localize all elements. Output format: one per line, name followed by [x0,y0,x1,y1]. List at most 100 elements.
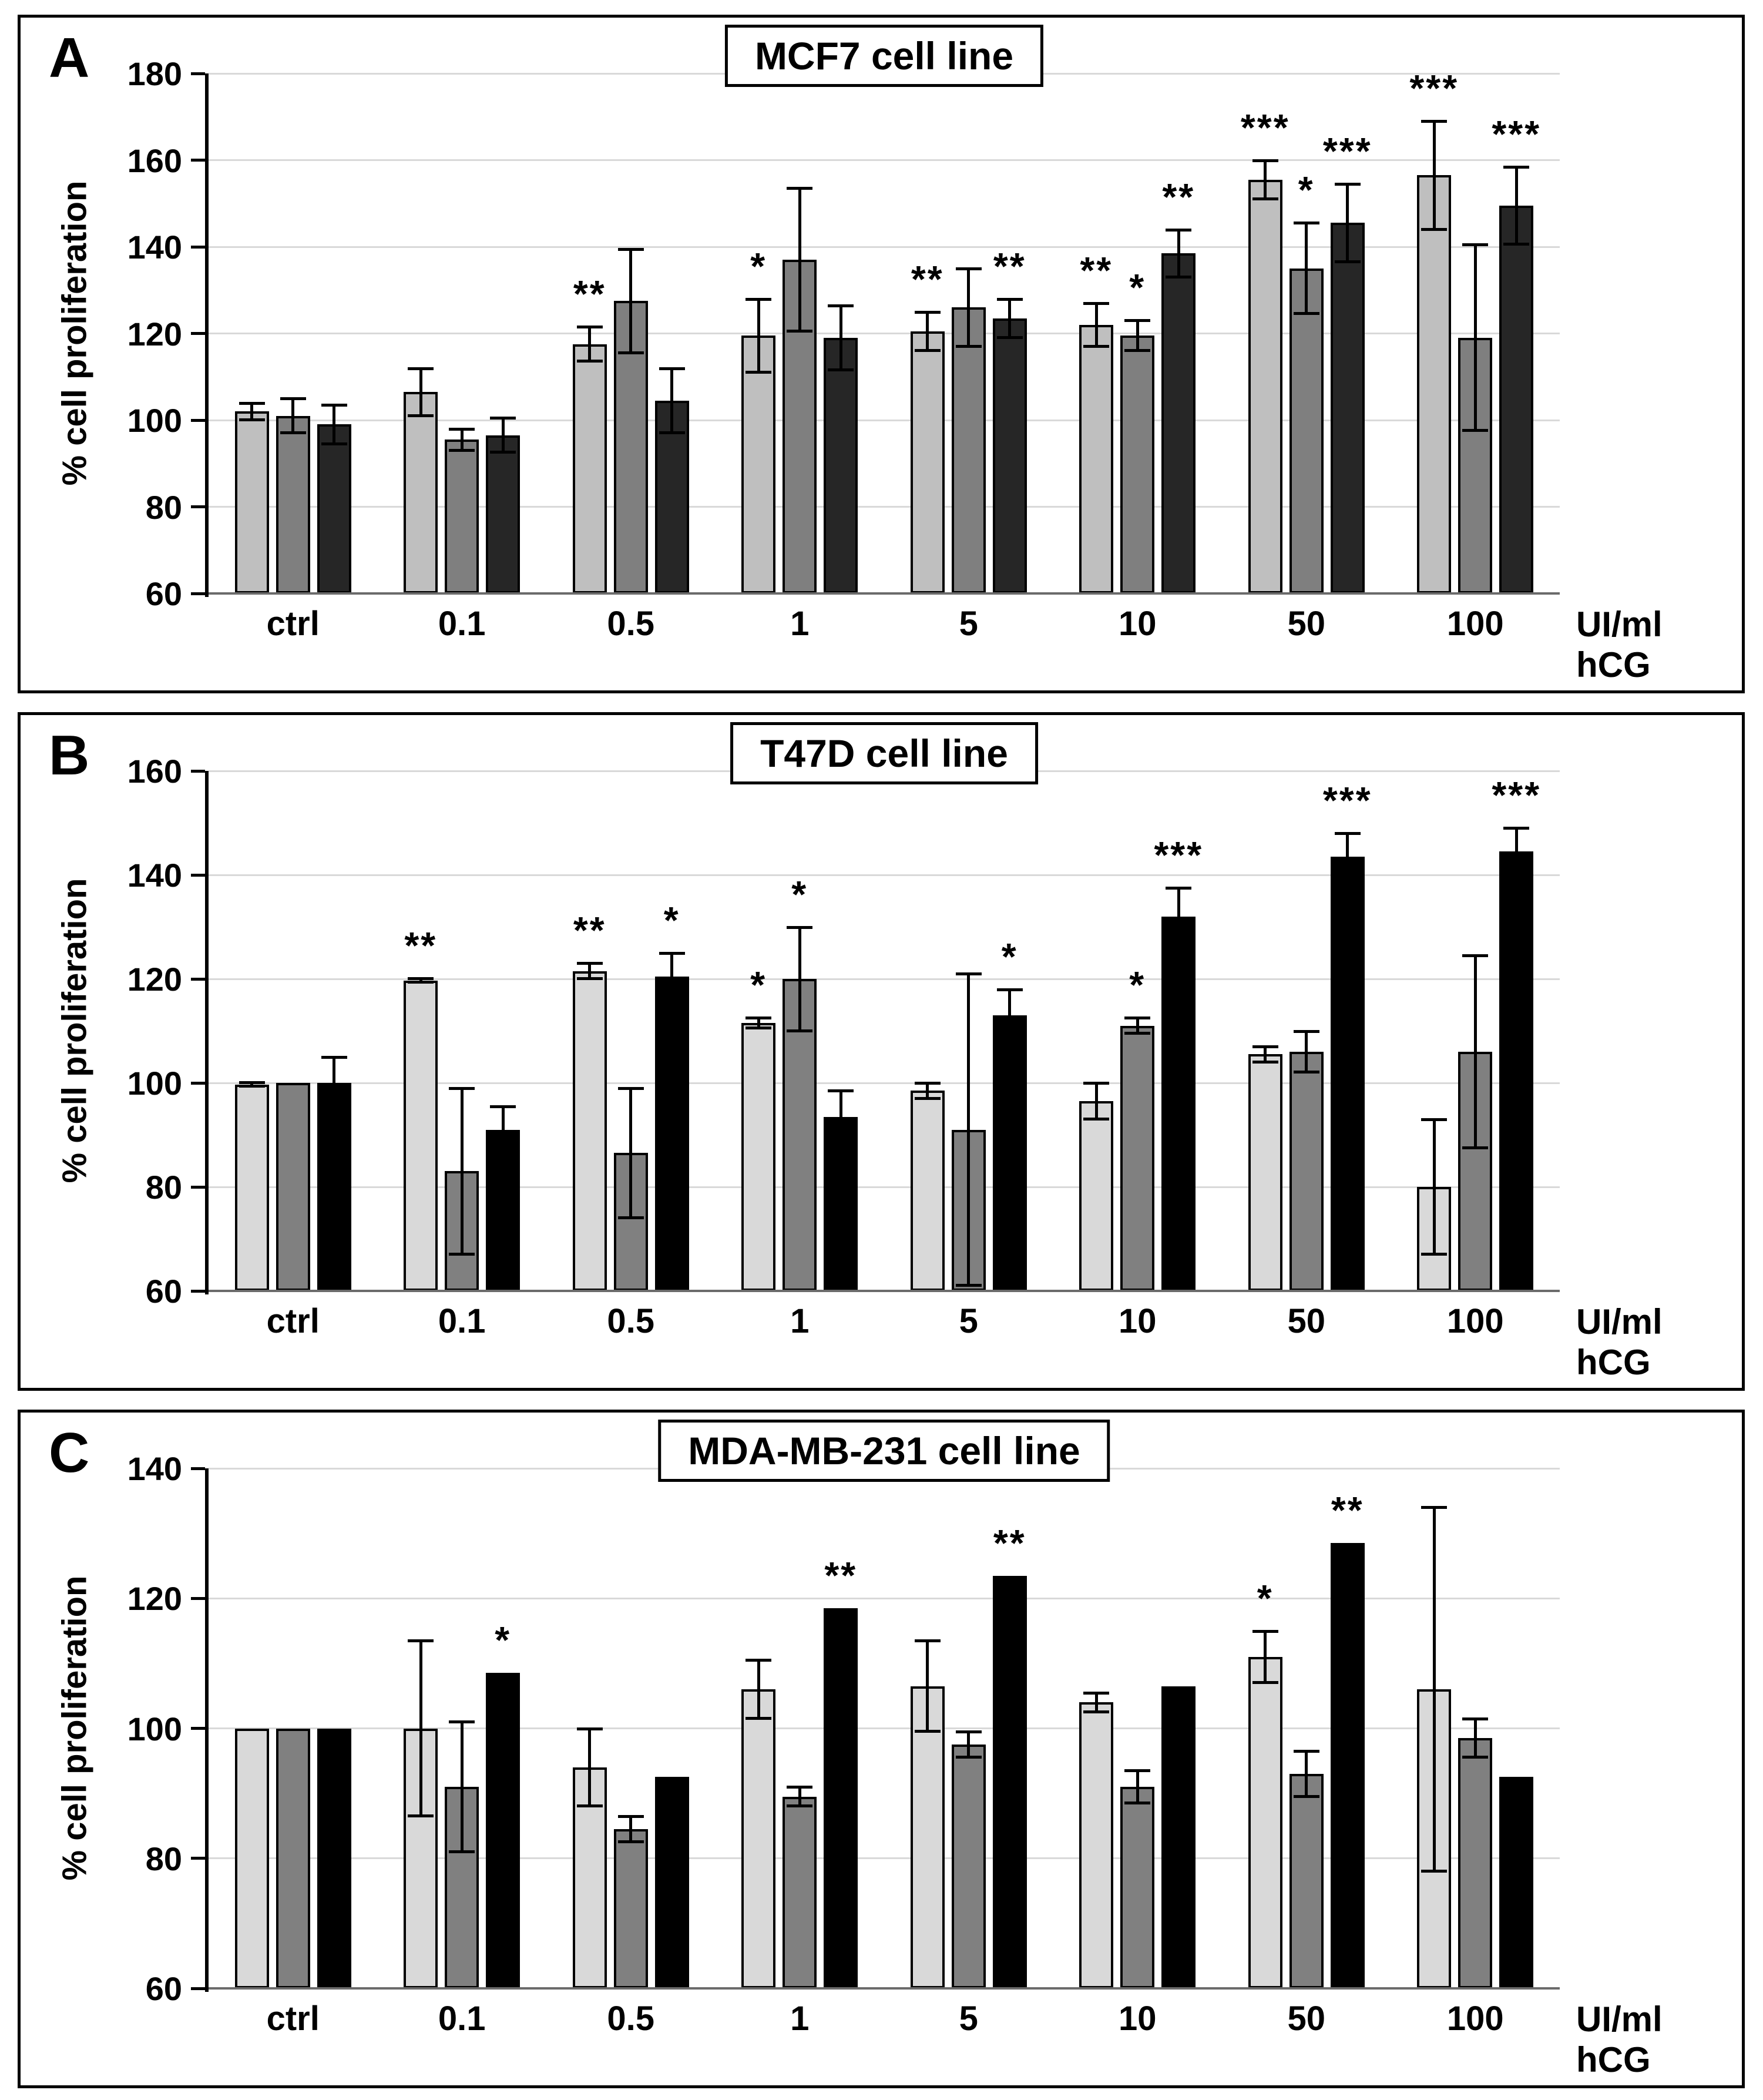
error-bar-cap-top [746,297,772,301]
y-tick-mark [191,418,205,422]
error-bar-cap-bottom [1252,197,1278,200]
x-axis-line [209,1290,1560,1292]
error-bar [1136,320,1139,351]
significance-stars: ** [824,1554,858,1596]
error-bar [333,1056,336,1109]
gridline [209,874,1560,876]
error-bar-cap-top [1166,228,1192,232]
error-bar-cap-top [576,326,603,329]
error-bar-cap-bottom [1421,1253,1448,1256]
bar-dark-1 [824,337,858,593]
y-tick-mark [191,1081,205,1085]
error-bar [798,188,801,331]
significance-stars: *** [1492,112,1542,155]
y-tick-mark [191,505,205,508]
error-bar-cap-top [1503,827,1530,830]
error-bar [1136,1018,1139,1034]
error-bar [1305,223,1308,314]
bar-medium-gray-ctrl [276,415,310,593]
error-bar-cap-top [1462,1717,1489,1720]
y-tick-label: 80 [145,488,182,526]
error-bar [1264,160,1267,199]
bar-dark-0.1 [486,1673,520,1988]
error-bar-cap-bottom [449,1253,475,1256]
bar-light-gray-1 [741,336,776,593]
bar-light-gray-ctrl [234,1084,269,1291]
significance-stars: * [1129,964,1146,1007]
panel-letter: A [49,26,90,89]
error-bar-cap-bottom [1421,227,1448,231]
chart-title: T47D cell line [730,722,1038,784]
error-bar-cap-top [1421,1506,1448,1509]
x-axis-unit-label: UI/ml hCG [1576,605,1663,685]
bar-light-gray-0.5 [572,344,607,593]
error-bar [333,405,336,444]
bar-light-gray-0.1 [404,392,438,593]
bar-light-gray-50 [1248,179,1282,593]
error-bar [460,1088,464,1255]
y-axis-line [205,1468,209,1992]
x-tick-label: 50 [1287,2000,1325,2038]
x-tick-label: 100 [1446,2000,1504,2038]
y-tick-mark [191,592,205,595]
error-bar-cap-top [490,1105,516,1108]
significance-stars: ** [1162,175,1196,218]
y-tick-label: 120 [127,315,182,353]
error-bar-cap-top [1421,1118,1448,1121]
error-bar [250,1082,254,1087]
x-tick-label: 10 [1118,2000,1157,2038]
bar-dark-0.5 [654,1777,689,1988]
error-bar-cap-bottom [1166,275,1192,279]
error-bar-cap-bottom [914,1730,941,1733]
y-tick-label: 100 [127,402,182,439]
error-bar-cap-bottom [1421,1869,1448,1873]
y-tick-mark [191,245,205,249]
bar-medium-gray-10 [1120,1025,1155,1291]
error-bar-cap-bottom [746,1716,772,1720]
significance-stars: * [1001,935,1018,978]
error-bar-cap-bottom [408,414,434,417]
error-bar-cap-bottom [914,1096,941,1100]
error-bar [757,298,760,373]
significance-stars: ** [1331,1489,1364,1532]
error-bar-cap-bottom [1293,1071,1319,1074]
y-tick-label: 160 [127,753,182,790]
error-bar-cap-bottom [576,977,603,980]
error-bar-cap-bottom [321,442,347,445]
error-bar [926,1083,929,1099]
bar-dark-ctrl [317,1728,351,1988]
gridline [209,978,1560,980]
y-tick-mark [191,1727,205,1730]
plot-area: 60 80 100 120 140 160 180 ctrl 0.1 0.5 ** 1 * 5 ** ** 10… [127,58,1560,643]
error-bar [1514,166,1518,245]
x-axis-unit-label: UI/ml hCG [1576,1302,1663,1382]
error-bar-cap-top [449,1720,475,1724]
error-bar-cap-top [490,417,516,420]
plot-area: 60 80 100 120 140 ctrl 0.1 * 0.5 1 ** 5 ** 10 50 * ** 100 [127,1452,1560,2038]
bar-medium-gray-ctrl [276,1083,310,1291]
error-bar-cap-bottom [239,1085,265,1088]
bar-dark-10 [1161,916,1196,1291]
error-bar [1346,833,1349,880]
x-tick-label: 0.5 [607,1302,655,1340]
error-bar-cap-top [1252,1629,1278,1633]
y-tick-mark [191,1289,205,1293]
error-bar [1264,1046,1267,1062]
error-bar-cap-bottom [1293,312,1319,316]
significance-stars: *** [1240,106,1290,149]
error-bar [1008,989,1012,1042]
y-tick-mark [191,769,205,773]
x-tick-label: 0.1 [438,2000,486,2038]
significance-stars: * [791,873,808,915]
error-bar [588,327,592,362]
gridline [209,246,1560,248]
error-bar [926,311,929,351]
bar-medium-gray-ctrl [276,1728,310,1988]
y-tick-label: 100 [127,1710,182,1747]
error-bar [629,249,633,353]
bar-dark-0.5 [654,976,689,1291]
bar-light-gray-5 [910,331,945,593]
gridline [209,1597,1560,1599]
x-tick-label: 1 [790,2000,810,2038]
error-bar-cap-top [1083,301,1110,305]
